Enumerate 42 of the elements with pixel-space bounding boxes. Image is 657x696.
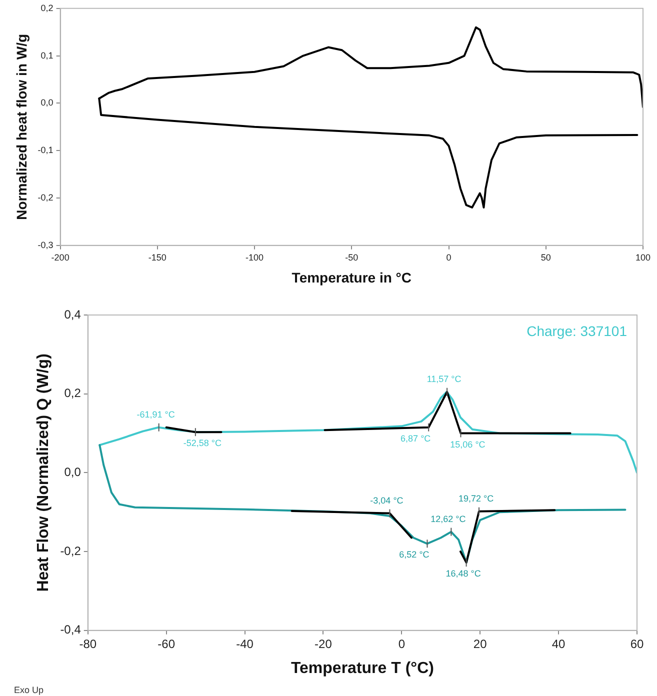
x-tick-label: -200 xyxy=(51,252,70,262)
y-tick-label: 0,2 xyxy=(40,2,54,13)
x-tick-label: -100 xyxy=(246,252,264,262)
x-tick-label: -60 xyxy=(158,636,176,651)
annotation: -52,58 °C xyxy=(183,438,222,448)
annotation: -61,91 °C xyxy=(136,409,176,420)
x-tick-label: 50 xyxy=(540,252,551,262)
y-tick-label: -0,2 xyxy=(38,192,54,202)
x-tick-label: 100 xyxy=(635,252,651,262)
annotation: 12,62 °C xyxy=(430,514,466,524)
annotation: 11,57 °C xyxy=(426,374,462,384)
annotation: 19,72 °C xyxy=(458,493,494,504)
x-tick-label: 0 xyxy=(446,252,452,262)
annotation: 16,48 °C xyxy=(446,568,482,579)
text: Exo Up xyxy=(14,684,44,695)
y-axis-title: Normalized heat flow in W/g xyxy=(13,34,30,220)
annotation: 15,06 °C xyxy=(450,439,486,450)
x-tick-label: -150 xyxy=(148,252,166,262)
x-tick-label: -40 xyxy=(236,636,254,651)
y-tick-label: 0,4 xyxy=(64,307,82,322)
x-tick-label: -20 xyxy=(314,636,332,651)
annotation: 6,87 °C xyxy=(400,433,432,444)
annotation: 6,52 °C xyxy=(399,550,430,560)
y-tick-label: 0,0 xyxy=(40,98,54,108)
y-tick-label: -0,4 xyxy=(60,622,82,637)
x-tick-label: 60 xyxy=(630,636,644,651)
x-tick-label: 40 xyxy=(552,636,566,651)
annotation: -3,04 °C xyxy=(370,495,404,506)
x-tick-label: -80 xyxy=(79,636,97,651)
x-tick-label: 0 xyxy=(398,636,406,651)
y-tick-label: 0,1 xyxy=(40,50,54,60)
y-tick-label: 0,0 xyxy=(64,465,82,480)
y-tick-label: -0,2 xyxy=(60,544,82,558)
annotation: Charge: 337101 xyxy=(526,322,628,339)
y-axis-title: Heat Flow (Normalized) Q (W/g) xyxy=(35,354,52,592)
y-tick-label: -0,3 xyxy=(38,240,54,250)
y-tick-label: 0,2 xyxy=(64,386,82,400)
x-axis-title: Temperature T (°C) xyxy=(290,660,434,677)
x-tick-label: 20 xyxy=(473,636,488,651)
x-axis-title: Temperature in °C xyxy=(292,269,412,286)
x-tick-label: -50 xyxy=(345,252,358,262)
y-tick-label: -0,1 xyxy=(38,145,54,156)
